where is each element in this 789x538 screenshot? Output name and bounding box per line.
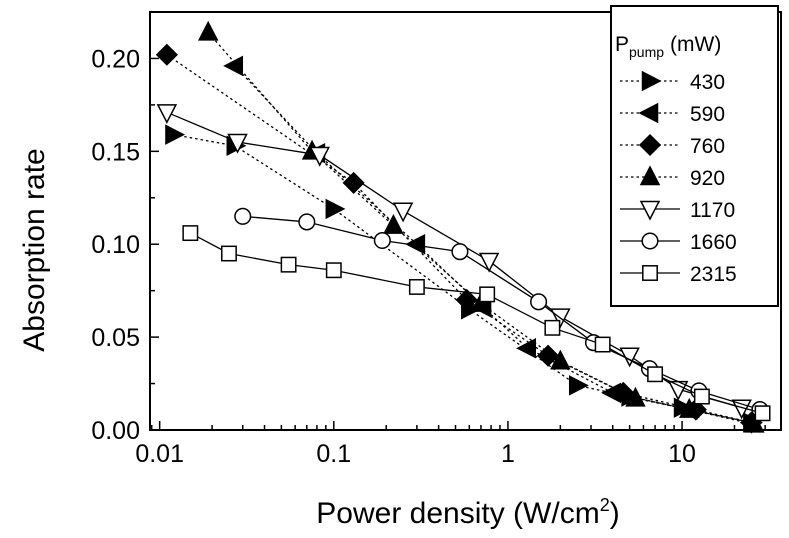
legend-item-590: 590 <box>620 102 725 126</box>
data-point-2315 <box>221 245 237 262</box>
data-point-2315 <box>325 262 342 279</box>
data-point-430 <box>568 375 589 396</box>
data-point-1660 <box>373 231 391 250</box>
x-axis-title-main: Power density (W/cm <box>316 497 599 530</box>
legend-item-1170: 1170 <box>620 199 735 222</box>
legend-title-subscript: pump <box>629 44 664 60</box>
series-920 <box>197 20 765 433</box>
x-axis-title-superscript: 2 <box>600 495 610 515</box>
y-axis-title: Absorption rate <box>18 148 51 351</box>
data-point-920 <box>744 412 765 433</box>
data-point-760 <box>536 344 560 367</box>
data-point-1660 <box>451 243 469 261</box>
legend-marker-760 <box>638 133 662 157</box>
legend-title-unit: (mW) <box>670 33 721 56</box>
data-point-1170 <box>156 104 178 124</box>
legend-label: 1170 <box>690 199 735 222</box>
data-point-430 <box>325 198 346 220</box>
data-point-920 <box>550 349 571 370</box>
x-tick-label: 1 <box>501 440 515 468</box>
series-line-920 <box>207 32 755 426</box>
legend-label: 590 <box>690 103 725 126</box>
series-layer <box>155 20 771 434</box>
legend-marker-1170 <box>639 200 661 221</box>
legend-title-main: P <box>615 33 629 56</box>
legend-label: 430 <box>690 71 725 94</box>
axes-layer: 0.01 0.1 1 10 0.00 0.05 0.10 0.15 0.20 <box>91 11 766 468</box>
y-tick-label: 0.15 <box>91 138 140 166</box>
legend-label: 920 <box>690 167 725 190</box>
legend-label: 760 <box>690 135 725 158</box>
y-tick-label: 0.20 <box>91 45 140 73</box>
legend-item-430: 430 <box>620 70 725 94</box>
data-point-1660 <box>530 293 548 311</box>
x-axis-title-close: ) <box>610 497 620 530</box>
data-point-2315 <box>544 319 561 336</box>
y-tick-label: 0.00 <box>91 417 140 445</box>
legend-label: 1660 <box>690 231 737 254</box>
data-point-430 <box>165 124 186 145</box>
x-tick-label: 10 <box>668 440 696 468</box>
legend-item-760: 760 <box>620 133 725 158</box>
data-point-2315 <box>408 279 425 295</box>
legend-item-920: 920 <box>620 165 725 190</box>
data-point-1170 <box>478 252 500 273</box>
data-point-760 <box>155 43 178 66</box>
data-point-1170 <box>309 146 330 167</box>
data-point-1660 <box>298 213 316 231</box>
data-point-920 <box>383 214 404 234</box>
x-tick-label: 0.01 <box>135 440 184 468</box>
legend-marker-430 <box>641 70 662 92</box>
x-tick-label: 0.1 <box>316 440 351 468</box>
data-point-590 <box>516 338 537 359</box>
legend: Ppump (mW) 430 590 760 920 1170 1660 2315 <box>610 5 779 307</box>
data-point-2315 <box>754 405 771 422</box>
y-tick-label: 0.10 <box>91 231 140 259</box>
legend-item-1660: 1660 <box>620 231 737 254</box>
data-point-2315 <box>479 286 496 303</box>
data-point-2315 <box>693 388 710 405</box>
data-point-920 <box>197 20 219 41</box>
legend-marker-590 <box>638 102 659 124</box>
data-point-1170 <box>392 202 414 223</box>
data-point-760 <box>342 171 365 194</box>
legend-marker-2315 <box>642 265 658 281</box>
plot-frame <box>149 11 782 431</box>
x-axis-title: Power density (W/cm2) <box>316 495 619 530</box>
data-point-2315 <box>647 366 664 383</box>
series-line-590 <box>234 65 752 424</box>
data-point-920 <box>625 386 646 407</box>
data-point-2315 <box>182 225 199 242</box>
data-point-2315 <box>594 336 611 353</box>
series-2315 <box>182 225 771 422</box>
y-tick-label: 0.05 <box>91 324 140 352</box>
data-point-1170 <box>227 133 248 154</box>
legend-marker-920 <box>639 165 661 186</box>
legend-label: 2315 <box>690 263 737 286</box>
legend-box <box>610 5 779 307</box>
data-point-920 <box>470 292 492 312</box>
legend-item-2315: 2315 <box>620 263 737 286</box>
legend-title: Ppump (mW) <box>615 33 721 60</box>
data-point-1660 <box>234 207 252 225</box>
data-point-2315 <box>280 256 297 273</box>
legend-marker-1660 <box>641 232 659 250</box>
data-point-590 <box>223 55 244 77</box>
data-point-920 <box>679 397 700 418</box>
